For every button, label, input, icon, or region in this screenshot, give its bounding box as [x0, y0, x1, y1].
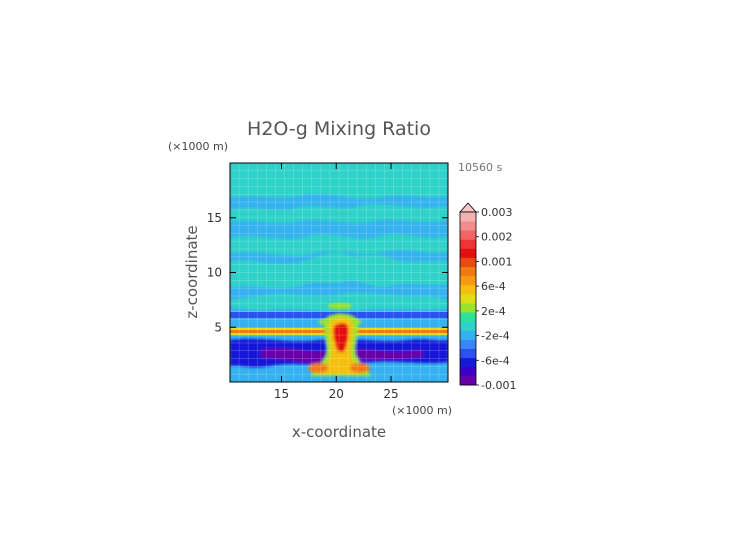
- colorbar-segment: [460, 303, 476, 313]
- colorbar-segment: [460, 284, 476, 295]
- colorbar-segment: [460, 221, 476, 231]
- colorbar-label: 0.001: [481, 255, 513, 268]
- plume-bottom-right: [350, 363, 370, 373]
- colorbar-label: 6e-4: [481, 280, 506, 293]
- colorbar-label: -6e-4: [481, 354, 510, 367]
- colorbar-segment: [460, 357, 476, 368]
- colorbar-segment: [460, 230, 476, 240]
- colorbar-label: 2e-4: [481, 305, 506, 318]
- plume-bottom-left: [308, 363, 328, 373]
- colorbar-frame: [459, 211, 477, 386]
- colorbar: 0.003 0.002 0.001 6e-4 2e-4 -2e-4 -6e-4 -0.001: [459, 202, 516, 392]
- colorbar-label: -2e-4: [481, 330, 510, 343]
- colorbar-extension: [459, 202, 477, 213]
- colorbar-segment: [460, 212, 476, 222]
- y-tick-label: 15: [207, 211, 222, 225]
- colorbar-segment: [460, 293, 476, 304]
- x-tick-label: 15: [274, 387, 289, 401]
- time-label: 10560 s: [458, 161, 502, 174]
- chart-title: H2O-g Mixing Ratio: [247, 118, 431, 140]
- colorbar-label: 0.002: [481, 231, 513, 244]
- x-tick-label: 25: [383, 387, 398, 401]
- plume-core: [333, 323, 349, 352]
- colorbar-segment: [460, 275, 476, 286]
- colorbar-segment: [460, 257, 476, 268]
- colorbar-segment: [460, 312, 476, 322]
- y-tick-label: 10: [207, 266, 222, 280]
- colorbar-segment: [460, 239, 476, 249]
- colorbar-segment: [460, 375, 476, 386]
- colorbar-label: -0.001: [481, 379, 516, 392]
- band-mid: [230, 252, 448, 288]
- band-low: [230, 292, 448, 312]
- grid: [230, 163, 448, 382]
- colorbar-label: 0.003: [481, 206, 513, 219]
- colorbar-segment: [460, 266, 476, 277]
- x-units-label: (×1000 m): [392, 404, 452, 417]
- x-tick-label: 20: [329, 387, 344, 401]
- heatmap-field: [230, 163, 448, 382]
- colorbar-segment: [460, 366, 476, 377]
- y-axis-label: z-coordinate: [183, 225, 201, 318]
- band-upper-1: [230, 204, 448, 224]
- band-upper-2: [230, 234, 448, 256]
- y-tick-label: 5: [214, 320, 222, 334]
- colorbar-segment: [460, 321, 476, 331]
- colorbar-segment: [460, 330, 476, 340]
- y-units-label: (×1000 m): [168, 140, 228, 153]
- colorbar-segment: [460, 339, 476, 349]
- x-axis-label: x-coordinate: [292, 423, 386, 441]
- patch-green-1: [328, 303, 352, 309]
- axes: 15 20 25 5 10 15: [207, 163, 448, 401]
- colorbar-segment: [460, 248, 476, 258]
- colorbar-segment: [460, 348, 476, 359]
- band-top: [230, 163, 448, 199]
